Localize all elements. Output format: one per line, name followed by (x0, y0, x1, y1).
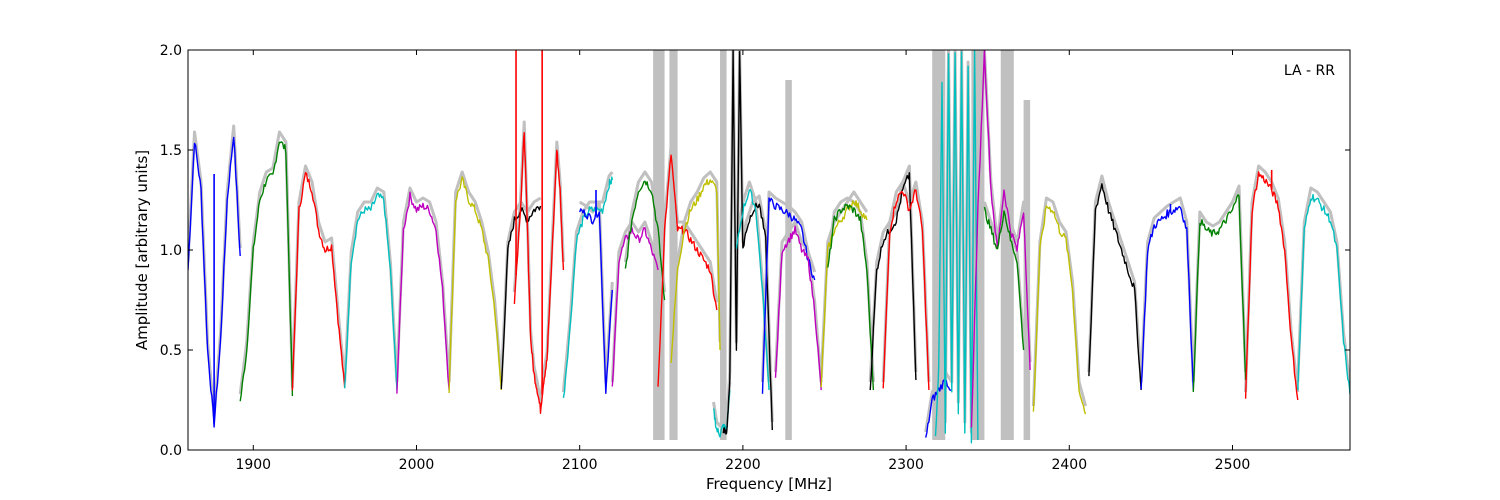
series-line-magenta (396, 191, 450, 394)
series-line-blue (579, 208, 613, 394)
background-trace (1087, 174, 1143, 383)
background-trace (499, 196, 542, 383)
background-trace (881, 180, 931, 383)
x-tick-label: 2100 (562, 457, 598, 473)
series-line-magenta (611, 226, 659, 387)
series-line-cyan (344, 192, 398, 391)
series-line-magenta (774, 225, 822, 391)
series-line-red (1244, 171, 1299, 401)
plot-area (188, 50, 1350, 444)
background-spike (669, 50, 678, 440)
y-tick-label: 1.5 (160, 143, 182, 159)
y-tick-label: 1.0 (160, 243, 182, 259)
background-trace (826, 196, 875, 383)
x-tick-label: 2200 (725, 457, 761, 473)
background-trace (669, 170, 722, 353)
x-tick-label: 2300 (888, 457, 924, 473)
series-line-blue (761, 197, 816, 394)
series-line-olive (448, 176, 502, 394)
series-line-olive (1032, 205, 1087, 415)
series-line-blue (925, 379, 952, 438)
series-line-green (624, 180, 666, 301)
series-line-red (657, 154, 718, 387)
background-spike (785, 80, 792, 440)
y-tick-label: 2.0 (160, 43, 182, 59)
panel-annotation: LA - RR (1284, 63, 1335, 79)
series-line-green (1192, 194, 1247, 393)
background-spike (1000, 50, 1014, 440)
background-trace (447, 170, 503, 383)
series-line-black (722, 50, 773, 435)
background-trace (238, 130, 294, 395)
x-tick-label: 2000 (399, 457, 435, 473)
y-axis-ticks: 0.0 0.5 1.0 1.5 2.0 (160, 43, 1350, 459)
series-line-green (827, 203, 875, 391)
series-line-cyan (1297, 193, 1350, 395)
background-trace (343, 186, 399, 383)
series-line-blue (188, 136, 241, 428)
background-trace (1191, 184, 1248, 383)
background-spike (1023, 100, 1031, 440)
series-line-black (869, 172, 917, 391)
y-tick-label: 0.0 (160, 443, 182, 459)
series-line-red (291, 171, 346, 391)
series-line-magenta (970, 50, 1031, 428)
series-line-olive (820, 200, 868, 388)
background-trace (290, 164, 347, 383)
background-trace (1139, 196, 1195, 383)
background-spike (653, 50, 665, 440)
y-axis-label: Amplitude [arbitrary units] (133, 150, 151, 350)
series-line-green (983, 206, 1025, 351)
series-line-red (513, 131, 565, 414)
x-axis-ticks: 1900 2000 2100 2200 2300 2400 2500 (235, 50, 1250, 473)
spectrum-series (188, 50, 1350, 444)
background-trace (395, 186, 451, 383)
series-line-cyan (735, 189, 770, 391)
series-line-black (1088, 183, 1142, 391)
series-line-red (882, 189, 930, 391)
x-axis-label: Frequency [MHz] (706, 475, 832, 493)
series-line-cyan (562, 176, 613, 399)
background-trace (561, 171, 614, 393)
y-tick-label: 0.5 (160, 343, 182, 359)
series-line-blue (1140, 205, 1194, 391)
background-trace (774, 220, 823, 383)
background-spike (720, 50, 727, 440)
x-tick-label: 1900 (235, 457, 271, 473)
series-line-olive (670, 178, 721, 364)
x-tick-label: 2500 (1215, 457, 1251, 473)
x-tick-label: 2400 (1051, 457, 1087, 473)
series-line-cyan (934, 50, 979, 444)
background-trace (578, 200, 614, 384)
background-trace (610, 220, 660, 383)
series-line-green (239, 141, 294, 402)
